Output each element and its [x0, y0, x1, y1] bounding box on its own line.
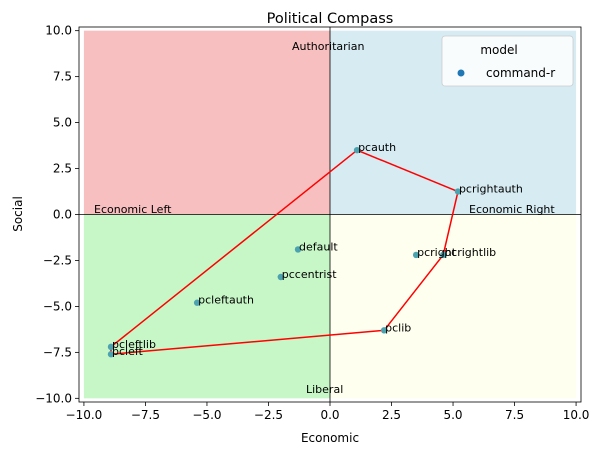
point-pcleftauth	[193, 299, 201, 306]
center-axis-lines	[79, 27, 581, 402]
legend-title: model	[480, 43, 517, 57]
y-tick-label: 5.0	[53, 116, 72, 130]
point-label-pcleftlib: pcleftlib	[112, 338, 156, 351]
y-tick-label: −7.5	[43, 345, 72, 359]
x-tick-label: 2.5	[382, 408, 401, 422]
chart-title: Political Compass	[267, 11, 394, 27]
quadrant-authoritarian-left	[83, 30, 330, 215]
y-tick-label: 7.5	[53, 70, 72, 84]
point-label-pcleftauth: pcleftauth	[198, 294, 254, 307]
x-tick-label: −10.0	[66, 408, 103, 422]
point-pcauth	[353, 146, 361, 154]
point-label-default: default	[299, 240, 338, 253]
y-axis-ticks: 10.0 7.5 5.0 2.5 0.0 −2.5 −5.0 −7.5 −10.0	[35, 24, 79, 405]
y-axis-label: Social	[11, 196, 25, 232]
point-label-pcrightauth: pcrightauth	[459, 183, 523, 196]
point-pccentrist	[277, 273, 284, 281]
x-tick-label: −2.5	[254, 408, 283, 422]
x-tick-label: 10.0	[563, 408, 590, 422]
quadrant-label-right: Economic Right	[469, 203, 555, 216]
legend-entry-command-r: command-r	[486, 66, 555, 80]
point-pcrightauth	[454, 188, 462, 195]
x-tick-label: −5.0	[192, 408, 221, 422]
quadrant-label-bottom: Liberal	[306, 383, 343, 396]
data-points	[107, 146, 462, 358]
point-label-pclib: pclib	[385, 321, 411, 334]
point-pclib	[380, 327, 388, 334]
y-tick-label: 2.5	[53, 162, 72, 176]
quadrant-labels: Authoritarian Liberal Economic Left Econ…	[94, 40, 555, 396]
quadrant-libertarian-left	[83, 214, 330, 399]
quadrant-label-left: Economic Left	[94, 203, 172, 216]
y-tick-label: 10.0	[45, 24, 72, 38]
point-pcrightlib	[439, 251, 447, 259]
legend-marker-command-r	[457, 69, 465, 77]
x-axis-label: Economic	[301, 431, 359, 445]
point-label-pcright: pcright	[417, 246, 457, 259]
point-label-pcauth: pcauth	[358, 141, 396, 154]
x-tick-label: 5.0	[443, 408, 462, 422]
x-tick-label: 7.5	[505, 408, 524, 422]
point-label-pcleft: pcleft	[112, 345, 144, 358]
y-tick-label: −5.0	[43, 299, 72, 313]
point-pcleft	[107, 351, 115, 358]
point-pcright	[412, 251, 420, 259]
legend-box	[441, 35, 574, 87]
x-tick-label: 0.0	[320, 408, 339, 422]
y-tick-label: −2.5	[43, 253, 72, 267]
x-tick-label: −7.5	[131, 408, 160, 422]
point-label-pccentrist: pccentrist	[282, 268, 337, 281]
quadrant-label-top: Authoritarian	[292, 40, 364, 53]
y-tick-label: 0.0	[53, 208, 72, 222]
legend: model command-r	[441, 35, 574, 87]
quadrant-libertarian-right	[330, 214, 577, 399]
point-default	[294, 246, 302, 253]
point-pcleftlib	[107, 343, 115, 351]
y-tick-label: −10.0	[35, 391, 72, 405]
x-axis-ticks: −10.0 −7.5 −5.0 −2.5 0.0 2.5 5.0 7.5 10.0	[66, 402, 590, 422]
point-label-pcrightlib: pcrightlib	[444, 246, 496, 259]
